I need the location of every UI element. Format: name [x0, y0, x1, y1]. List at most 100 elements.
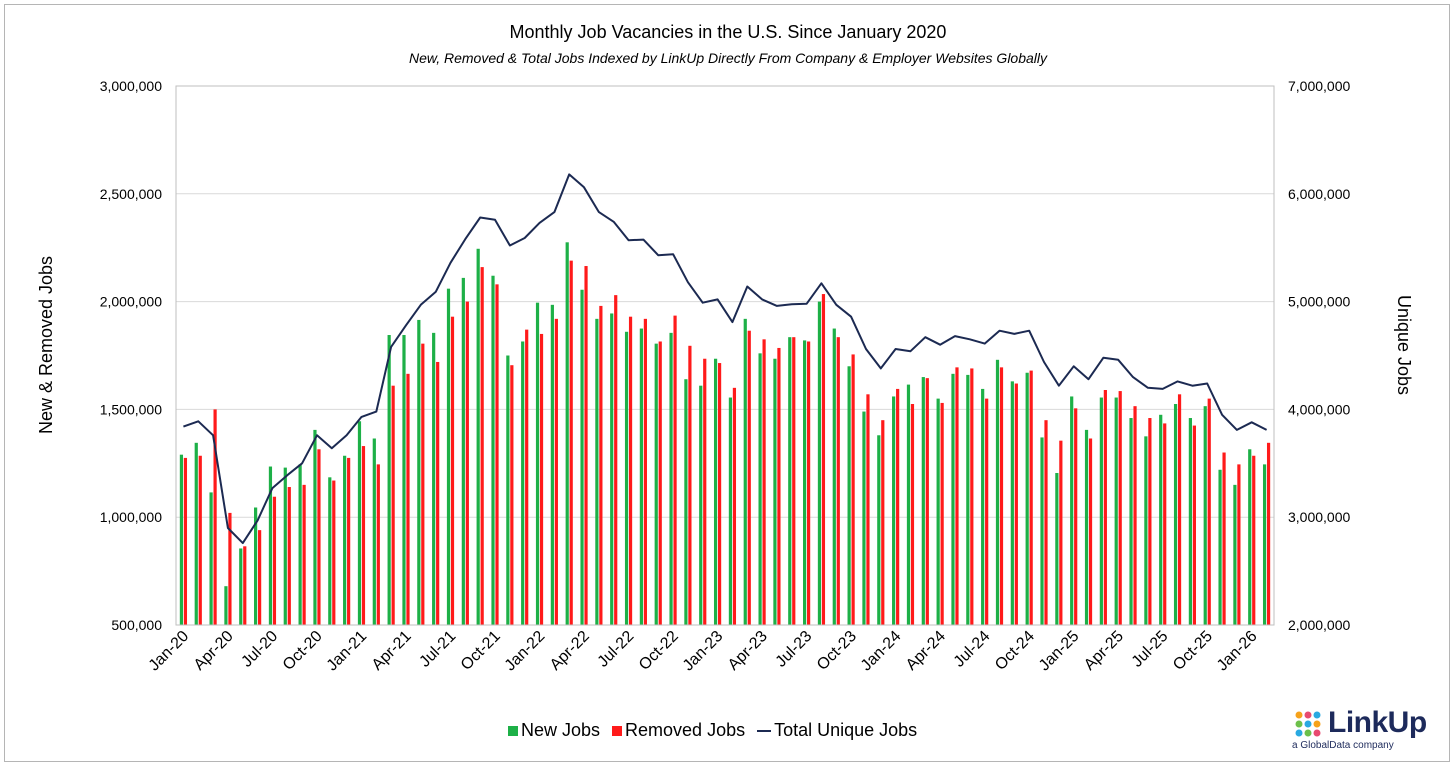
y-tick-left-label: 2,000,000: [100, 294, 162, 310]
bar-removed-jobs: [1163, 423, 1167, 625]
bar-new-jobs: [1233, 484, 1237, 625]
bar-new-jobs: [1025, 372, 1029, 625]
bar-new-jobs: [669, 332, 673, 625]
bar-new-jobs: [595, 318, 599, 625]
bar-removed-jobs: [1266, 442, 1271, 625]
bar-new-jobs: [298, 464, 302, 625]
linkup-logo: LinkUp a GlobalData company: [1292, 706, 1432, 754]
x-tick-label: Jul-22: [595, 628, 638, 671]
bar-removed-jobs: [1177, 394, 1182, 625]
legend-item-new: New Jobs: [508, 720, 600, 741]
legend-label-total: Total Unique Jobs: [774, 720, 918, 740]
bar-new-jobs: [1040, 437, 1044, 625]
bar-removed-jobs: [183, 457, 188, 625]
bar-new-jobs: [981, 388, 985, 625]
bar-new-jobs: [832, 328, 836, 625]
x-tick-label: Jan-25: [1036, 628, 1083, 675]
bar-new-jobs: [1129, 418, 1133, 625]
bar-new-jobs: [580, 289, 584, 625]
bar-removed-jobs: [717, 363, 722, 625]
legend-item-total: Total Unique Jobs: [757, 720, 917, 741]
bar-removed-jobs: [436, 361, 440, 625]
bar-new-jobs: [624, 331, 629, 625]
legend-label-new: New Jobs: [521, 720, 601, 740]
bar-new-jobs: [239, 548, 243, 625]
bar-removed-jobs: [777, 347, 781, 625]
bar-new-jobs: [1144, 436, 1148, 625]
legend-item-removed: Removed Jobs: [612, 720, 745, 741]
bar-removed-jobs: [198, 455, 202, 625]
x-tick-label: Oct-20: [280, 628, 326, 674]
x-tick-label: Oct-21: [458, 628, 504, 674]
bar-new-jobs: [194, 442, 198, 625]
bar-new-jobs: [565, 242, 569, 625]
bar-removed-jobs: [1029, 370, 1033, 625]
bar-removed-jobs: [673, 315, 677, 625]
bar-new-jobs: [906, 384, 911, 625]
bars-group: [179, 242, 1271, 625]
bar-removed-jobs: [287, 487, 291, 625]
bar-new-jobs: [758, 353, 762, 625]
bar-new-jobs: [773, 358, 777, 625]
bar-removed-jobs: [332, 480, 336, 625]
bar-removed-jobs: [821, 294, 826, 625]
bar-removed-jobs: [347, 457, 351, 625]
bar-removed-jobs: [896, 388, 900, 625]
logo-wordmark: LinkUp: [1328, 706, 1427, 739]
bar-new-jobs: [328, 477, 332, 625]
bar-new-jobs: [921, 377, 925, 625]
bar-new-jobs: [1099, 397, 1103, 625]
bar-new-jobs: [877, 435, 881, 625]
y-tick-right-label: 4,000,000: [1288, 401, 1350, 417]
x-tick-label: Jul-23: [773, 628, 816, 671]
bar-new-jobs: [357, 421, 362, 625]
bar-new-jobs: [1159, 414, 1163, 625]
x-tick-label: Apr-24: [903, 628, 949, 674]
bar-removed-jobs: [258, 530, 262, 625]
bar-new-jobs: [728, 397, 733, 625]
bar-removed-jobs: [881, 420, 885, 625]
legend-swatch-total: [757, 729, 772, 732]
bar-new-jobs: [817, 301, 822, 625]
x-tick-label: Jan-23: [680, 628, 727, 675]
bar-removed-jobs: [658, 341, 662, 625]
bar-removed-jobs: [376, 464, 380, 625]
bar-new-jobs: [1218, 469, 1222, 625]
bar-removed-jobs: [1103, 389, 1107, 625]
bar-removed-jobs: [421, 343, 425, 625]
bar-new-jobs: [283, 467, 287, 625]
x-tick-label: Jan-26: [1214, 628, 1261, 675]
bar-new-jobs: [402, 335, 406, 625]
bar-new-jobs: [1114, 397, 1118, 625]
line-group: [183, 173, 1268, 545]
bar-removed-jobs: [985, 398, 989, 625]
y-tick-left-label: 3,000,000: [100, 78, 162, 94]
legend-swatch-new: [508, 725, 518, 736]
axes-group: 500,000 1,000,000 1,500,000 2,000,000 2,500,…: [100, 78, 1351, 674]
bar-removed-jobs: [406, 373, 410, 625]
bar-removed-jobs: [213, 409, 217, 625]
bar-new-jobs: [610, 313, 614, 625]
y-tick-left-label: 1,500,000: [100, 401, 162, 417]
bar-new-jobs: [684, 379, 688, 625]
y-tick-right-label: 6,000,000: [1288, 186, 1350, 202]
bar-removed-jobs: [1118, 391, 1122, 625]
bar-new-jobs: [862, 411, 866, 625]
x-tick-label: Apr-25: [1081, 628, 1127, 674]
bar-removed-jobs: [243, 546, 247, 625]
bar-removed-jobs: [643, 318, 647, 625]
chart-frame: [4, 4, 1450, 762]
x-tick-label: Apr-22: [547, 628, 593, 674]
bar-removed-jobs: [495, 284, 499, 625]
y-tick-right-label: 3,000,000: [1288, 509, 1350, 525]
bar-removed-jobs: [302, 484, 306, 625]
x-tick-label: Jul-24: [951, 628, 994, 671]
legend: New Jobs Removed Jobs Total Unique Jobs: [508, 720, 923, 741]
bar-removed-jobs: [584, 266, 588, 625]
bar-new-jobs: [343, 455, 347, 625]
bar-removed-jobs: [539, 333, 544, 625]
bar-new-jobs: [1055, 473, 1059, 625]
bar-removed-jobs: [628, 316, 633, 625]
bar-removed-jobs: [391, 385, 395, 625]
